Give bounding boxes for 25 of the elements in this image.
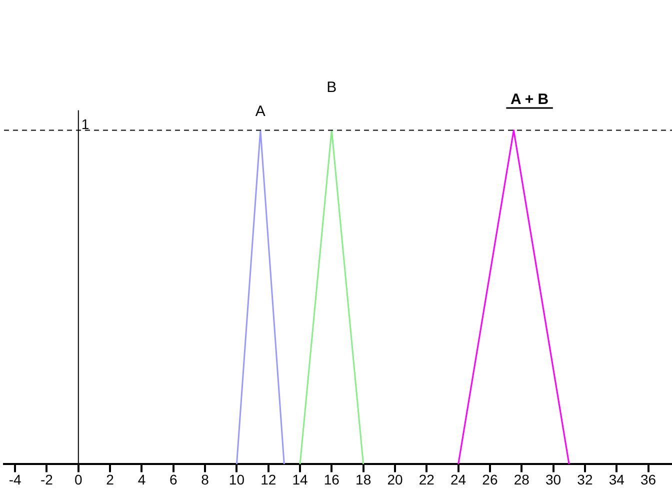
- x-tick-label: 14: [292, 471, 308, 488]
- x-tick-label: 4: [138, 471, 146, 488]
- x-tick-label: 6: [169, 471, 178, 488]
- x-tick-label: 22: [418, 471, 435, 488]
- x-tick-label: 16: [324, 471, 340, 488]
- x-tick-label: 24: [450, 471, 466, 488]
- x-tick-label: 28: [514, 471, 530, 488]
- x-tick-label: 18: [356, 471, 372, 488]
- x-tick-label: 10: [228, 471, 245, 488]
- x-tick-label: 26: [482, 471, 498, 488]
- x-tick-label: 12: [260, 471, 276, 488]
- x-tick-label: 30: [545, 471, 562, 488]
- x-tick-label: 32: [577, 471, 593, 488]
- series-label: A + B: [510, 91, 549, 108]
- ref-line-label: 1: [81, 116, 90, 132]
- series-label: A: [255, 103, 266, 120]
- x-tick-label: 20: [387, 471, 403, 488]
- x-tick-label: 0: [74, 471, 82, 488]
- x-tick-label: -4: [8, 471, 22, 488]
- x-tick-label: 36: [640, 471, 656, 488]
- x-tick-label: 2: [106, 471, 114, 488]
- x-tick-label: 8: [201, 471, 210, 488]
- text: B: [326, 79, 337, 96]
- x-tick-label: 34: [608, 471, 625, 488]
- x-tick-label: -2: [40, 471, 54, 488]
